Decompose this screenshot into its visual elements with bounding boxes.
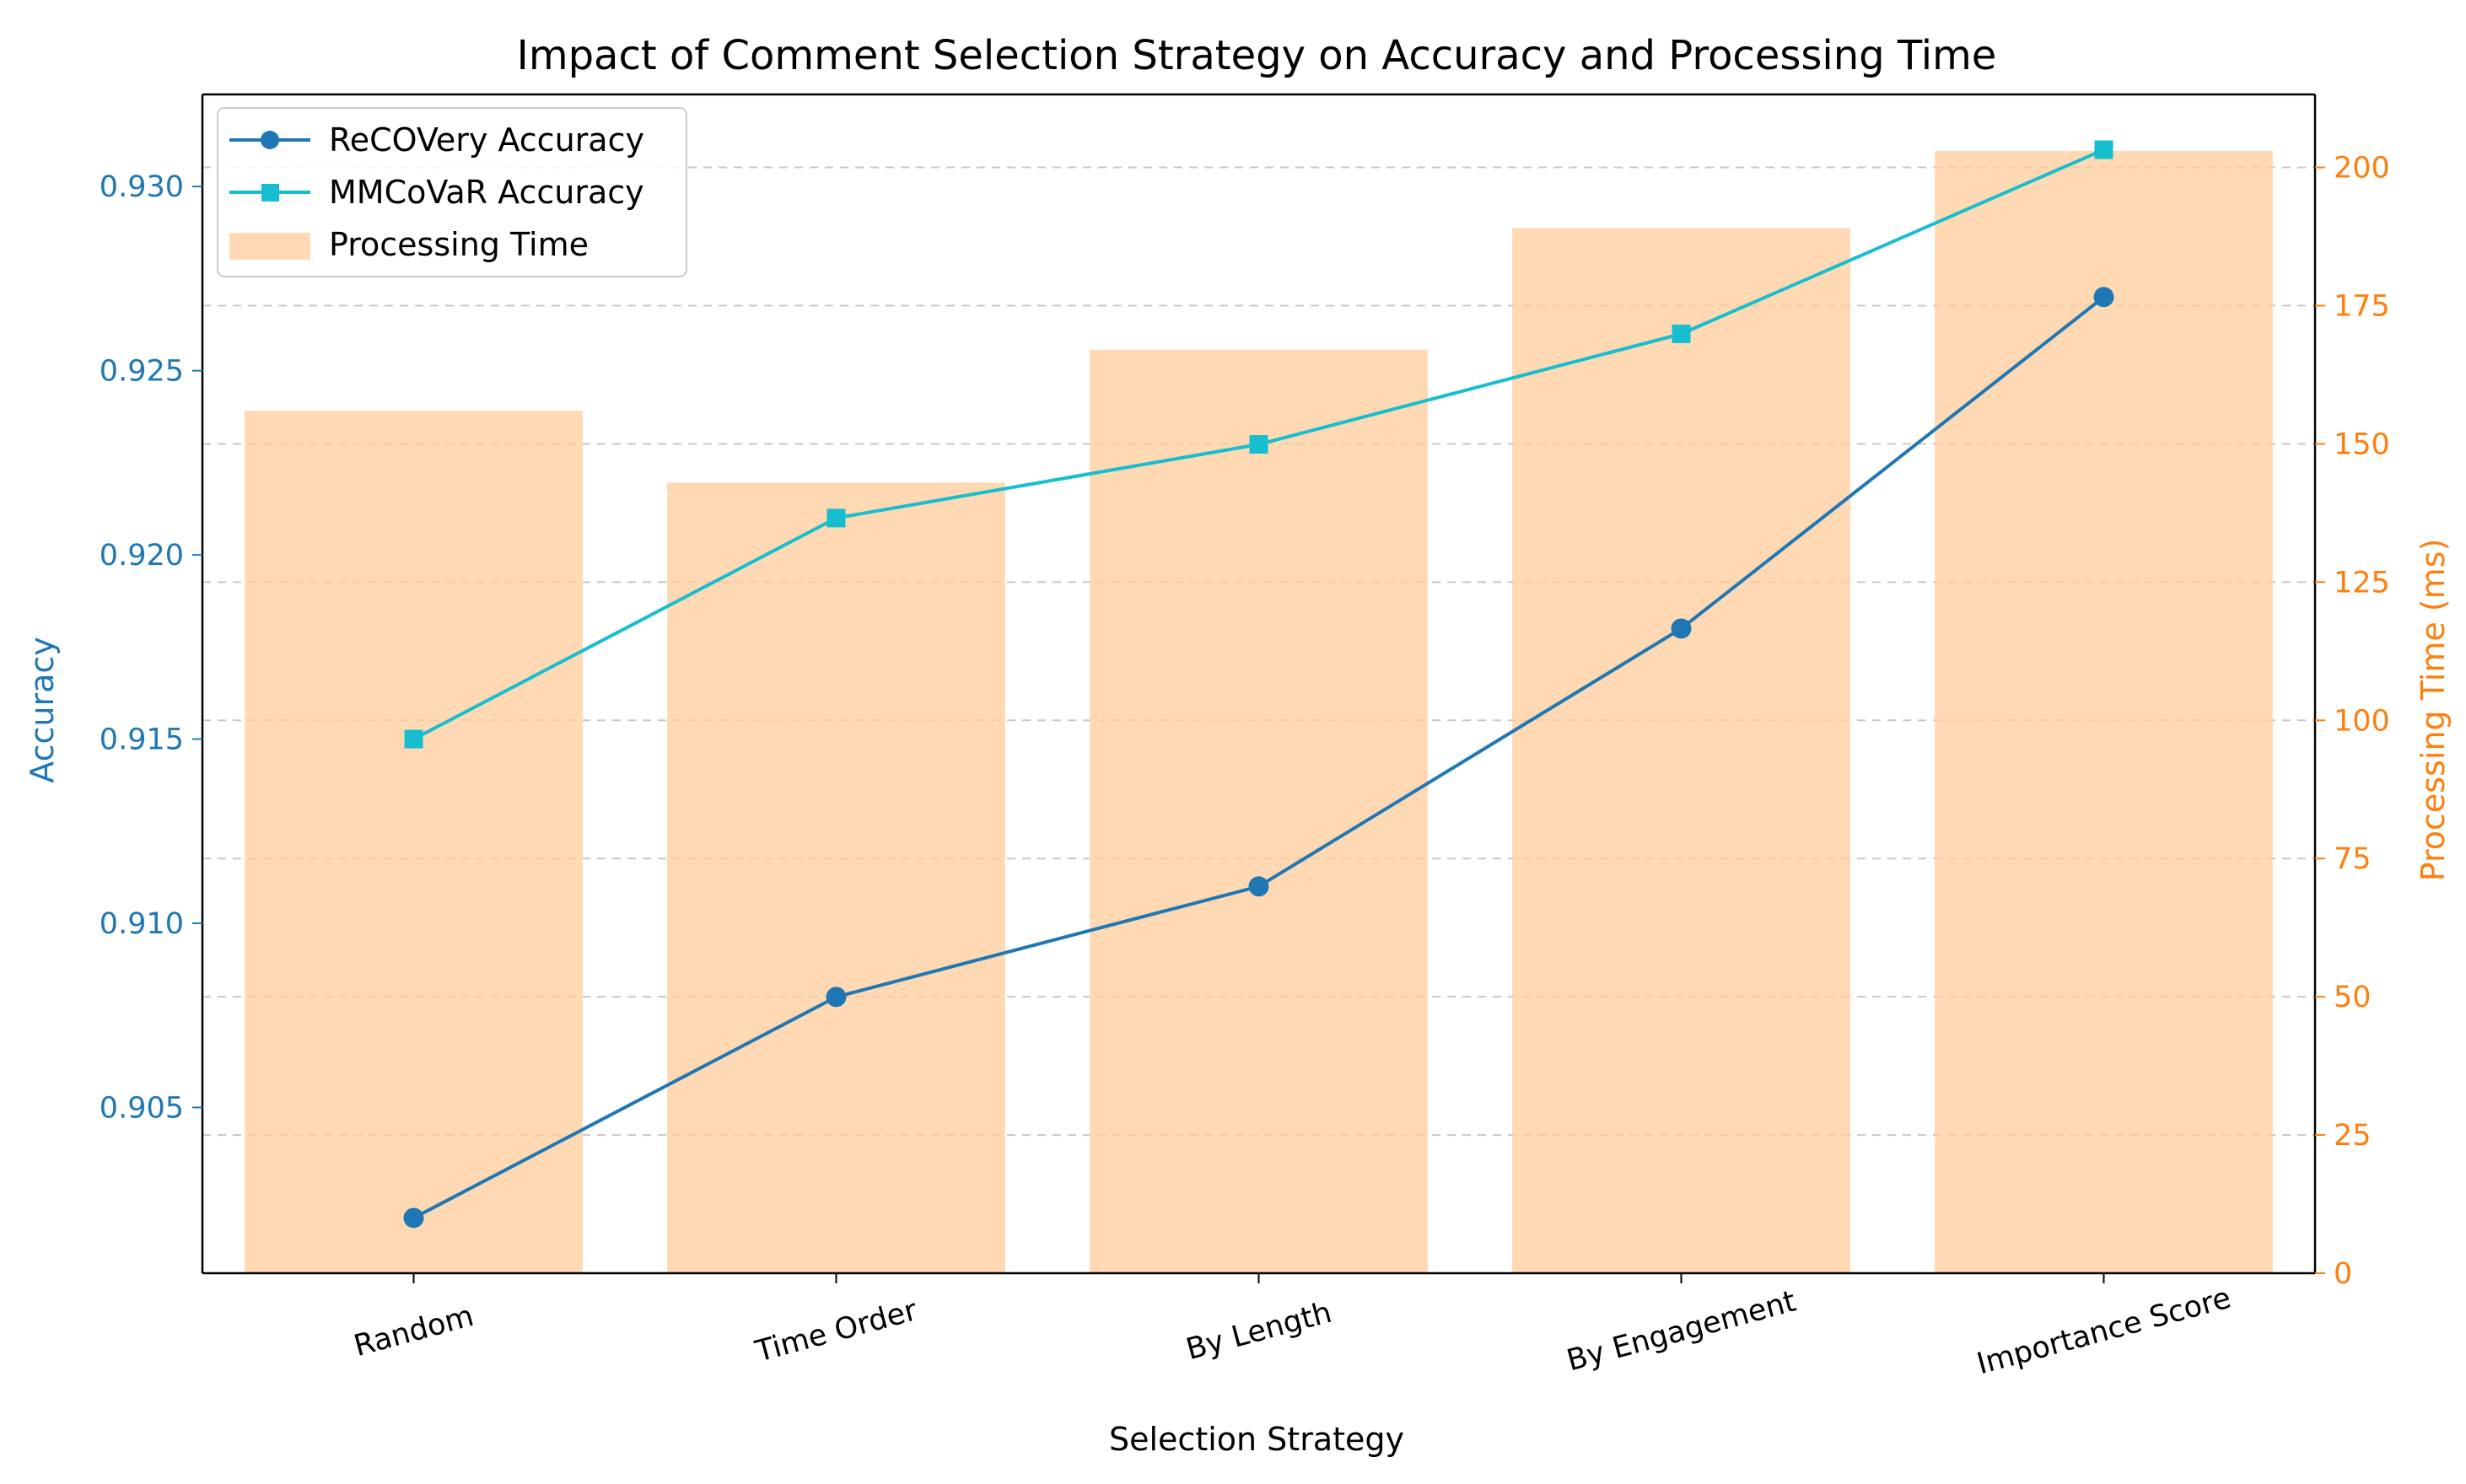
series-lines	[403, 140, 2114, 1229]
x-tick-label: By Length	[1182, 1296, 1335, 1367]
legend-processing-swatch	[229, 233, 310, 260]
y-right-tick-label: 25	[2334, 1119, 2372, 1153]
processing-time-bar	[1090, 349, 1428, 1273]
recovery-point	[1671, 618, 1692, 639]
legend-box	[217, 107, 687, 277]
mmcovar-point	[1249, 435, 1268, 454]
x-axis-label: Selection Strategy	[1109, 1421, 1404, 1458]
recovery-point	[826, 987, 847, 1008]
y-right-tick-label: 75	[2334, 842, 2372, 876]
recovery-point	[1248, 876, 1269, 897]
processing-time-bar	[245, 411, 583, 1273]
chart-title: Impact of Comment Selection Strategy on …	[517, 32, 1997, 79]
y-right-tick-label: 175	[2334, 289, 2390, 323]
legend-recovery-marker	[261, 131, 279, 149]
y-right-tick-label: 150	[2334, 427, 2390, 461]
y-left-tick-label: 0.905	[100, 1091, 184, 1125]
recovery-point	[403, 1207, 424, 1229]
y-left-tick-label: 0.920	[100, 539, 184, 573]
y-right-tick-label: 0	[2334, 1257, 2352, 1291]
legend-processing-label: Processing Time	[329, 226, 589, 263]
bars	[245, 150, 2273, 1274]
mmcovar-point	[404, 729, 423, 749]
y-right-tick-label: 50	[2334, 981, 2372, 1014]
legend-mmcovar-marker	[261, 184, 279, 202]
y-axis-left-label: Accuracy	[24, 637, 61, 783]
processing-time-bar	[1935, 150, 2273, 1274]
legend-recovery-label: ReCOVery Accuracy	[329, 121, 644, 159]
legend: ReCOVery Accuracy MMCoVaR Accuracy Proce…	[217, 107, 687, 277]
x-tick-label: Importance Score	[1973, 1282, 2235, 1382]
mmcovar-point	[1672, 324, 1691, 343]
recovery-point	[2093, 287, 2114, 308]
y-axis-right-label: Processing Time (ms)	[2415, 539, 2452, 882]
y-left-tick-label: 0.930	[100, 170, 184, 204]
mmcovar-point	[826, 508, 846, 528]
y-right-tick-label: 200	[2334, 152, 2390, 186]
x-tick-label: By Engagement	[1564, 1285, 1800, 1379]
x-tick-label: Time Order	[751, 1293, 921, 1369]
y-left-tick-label: 0.910	[100, 907, 184, 941]
processing-time-bar	[667, 482, 1005, 1273]
mmcovar-point	[2094, 140, 2113, 159]
x-tick-label: Random	[351, 1299, 477, 1363]
y-right-tick-label: 100	[2334, 704, 2390, 738]
y-left-tick-label: 0.915	[100, 723, 184, 757]
y-left-tick-label: 0.925	[100, 355, 184, 389]
processing-time-bar	[1512, 228, 1850, 1273]
y-right-tick-label: 125	[2334, 566, 2390, 600]
legend-mmcovar-label: MMCoVaR Accuracy	[329, 174, 644, 211]
